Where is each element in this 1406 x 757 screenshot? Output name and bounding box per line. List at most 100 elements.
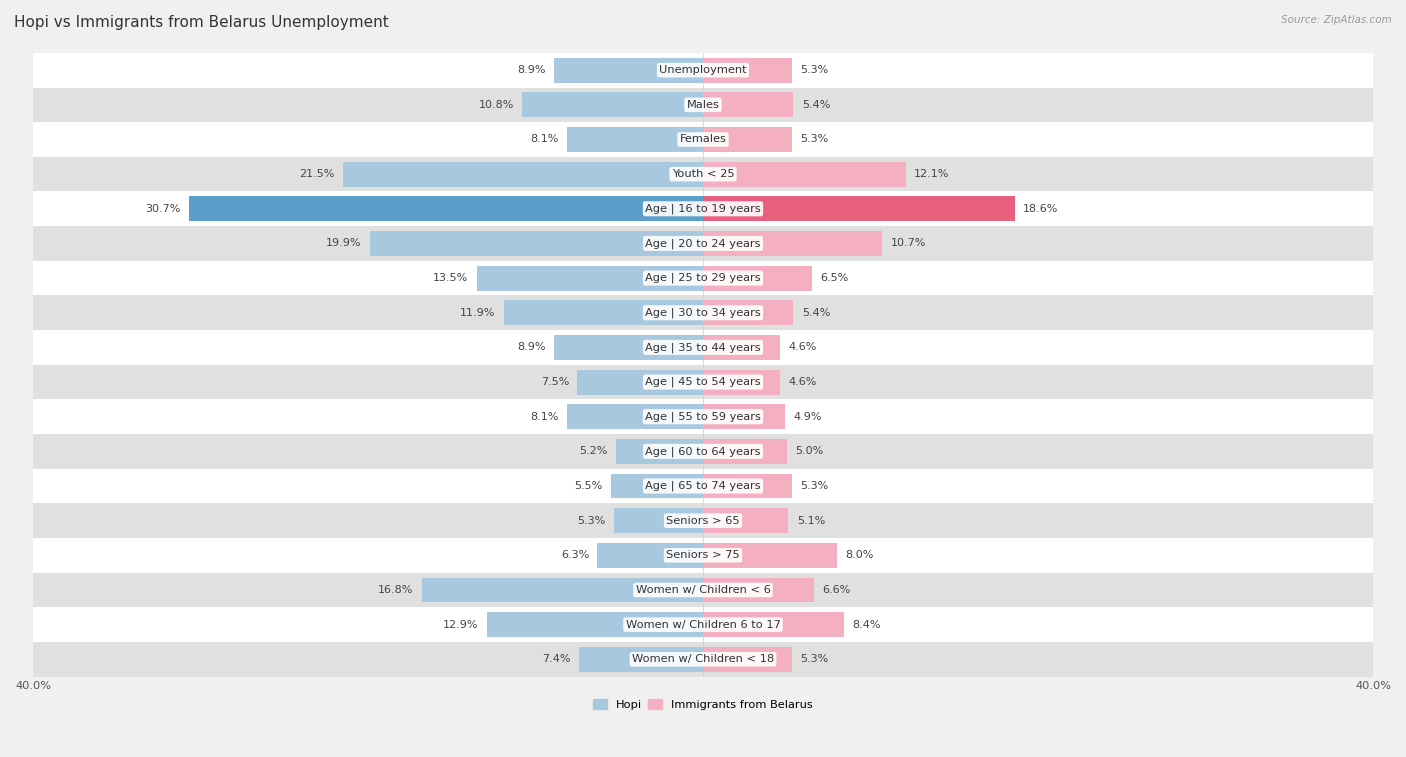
Text: 5.5%: 5.5% xyxy=(574,481,603,491)
Bar xyxy=(32,365,1374,400)
Text: 8.0%: 8.0% xyxy=(845,550,873,560)
Bar xyxy=(422,578,703,603)
Text: Age | 30 to 34 years: Age | 30 to 34 years xyxy=(645,307,761,318)
Text: 8.1%: 8.1% xyxy=(530,412,560,422)
Bar xyxy=(32,434,1374,469)
Bar xyxy=(703,58,792,83)
Text: Age | 20 to 24 years: Age | 20 to 24 years xyxy=(645,238,761,249)
Bar xyxy=(703,578,814,603)
Text: 8.1%: 8.1% xyxy=(530,135,560,145)
Text: 6.6%: 6.6% xyxy=(823,585,851,595)
Bar xyxy=(32,53,1374,88)
Bar xyxy=(32,503,1374,538)
Text: 4.6%: 4.6% xyxy=(789,377,817,387)
Bar xyxy=(32,572,1374,607)
Text: 8.4%: 8.4% xyxy=(852,620,880,630)
Text: 4.6%: 4.6% xyxy=(789,342,817,353)
Text: Age | 25 to 29 years: Age | 25 to 29 years xyxy=(645,273,761,283)
Text: 12.9%: 12.9% xyxy=(443,620,478,630)
Bar xyxy=(32,400,1374,434)
Bar xyxy=(32,330,1374,365)
Bar xyxy=(370,231,703,256)
Text: 5.4%: 5.4% xyxy=(801,308,830,318)
Text: 11.9%: 11.9% xyxy=(460,308,495,318)
Text: 5.1%: 5.1% xyxy=(797,516,825,525)
Bar xyxy=(703,369,780,394)
Text: 21.5%: 21.5% xyxy=(299,169,335,179)
Text: Age | 45 to 54 years: Age | 45 to 54 years xyxy=(645,377,761,388)
Text: Age | 55 to 59 years: Age | 55 to 59 years xyxy=(645,412,761,422)
Bar xyxy=(703,543,837,568)
Bar xyxy=(32,192,1374,226)
Bar xyxy=(568,127,703,152)
Bar xyxy=(703,196,1015,221)
Text: 7.4%: 7.4% xyxy=(543,654,571,665)
Legend: Hopi, Immigrants from Belarus: Hopi, Immigrants from Belarus xyxy=(589,694,817,715)
Text: Women w/ Children 6 to 17: Women w/ Children 6 to 17 xyxy=(626,620,780,630)
Bar xyxy=(188,196,703,221)
Bar xyxy=(32,226,1374,260)
Text: Age | 35 to 44 years: Age | 35 to 44 years xyxy=(645,342,761,353)
Bar xyxy=(579,646,703,671)
Text: 5.0%: 5.0% xyxy=(796,447,824,456)
Text: Seniors > 75: Seniors > 75 xyxy=(666,550,740,560)
Text: 5.3%: 5.3% xyxy=(800,65,828,75)
Text: 10.8%: 10.8% xyxy=(478,100,513,110)
Text: 4.9%: 4.9% xyxy=(793,412,823,422)
Bar xyxy=(616,439,703,464)
Bar xyxy=(32,260,1374,295)
Text: 12.1%: 12.1% xyxy=(914,169,949,179)
Bar xyxy=(703,231,882,256)
Bar xyxy=(32,122,1374,157)
Bar xyxy=(610,474,703,499)
Text: Males: Males xyxy=(686,100,720,110)
Text: Age | 16 to 19 years: Age | 16 to 19 years xyxy=(645,204,761,214)
Text: Hopi vs Immigrants from Belarus Unemployment: Hopi vs Immigrants from Belarus Unemploy… xyxy=(14,15,389,30)
Text: 8.9%: 8.9% xyxy=(517,342,546,353)
Bar xyxy=(703,474,792,499)
Bar xyxy=(614,508,703,533)
Bar xyxy=(703,335,780,360)
Text: 8.9%: 8.9% xyxy=(517,65,546,75)
Bar xyxy=(703,127,792,152)
Bar xyxy=(343,162,703,187)
Bar xyxy=(486,612,703,637)
Text: 5.3%: 5.3% xyxy=(800,654,828,665)
Text: Women w/ Children < 6: Women w/ Children < 6 xyxy=(636,585,770,595)
Bar xyxy=(32,88,1374,122)
Text: Age | 60 to 64 years: Age | 60 to 64 years xyxy=(645,446,761,456)
Bar xyxy=(703,612,844,637)
Bar xyxy=(503,301,703,326)
Text: 5.2%: 5.2% xyxy=(579,447,607,456)
Text: Youth < 25: Youth < 25 xyxy=(672,169,734,179)
Bar xyxy=(32,642,1374,677)
Bar xyxy=(32,607,1374,642)
Bar xyxy=(32,469,1374,503)
Text: Females: Females xyxy=(679,135,727,145)
Bar xyxy=(568,404,703,429)
Text: Seniors > 65: Seniors > 65 xyxy=(666,516,740,525)
Text: 5.3%: 5.3% xyxy=(800,481,828,491)
Text: Unemployment: Unemployment xyxy=(659,65,747,75)
Text: 30.7%: 30.7% xyxy=(145,204,180,213)
Text: 19.9%: 19.9% xyxy=(326,238,361,248)
Bar xyxy=(554,335,703,360)
Bar xyxy=(703,404,785,429)
Text: Source: ZipAtlas.com: Source: ZipAtlas.com xyxy=(1281,15,1392,25)
Bar xyxy=(703,508,789,533)
Text: 5.4%: 5.4% xyxy=(801,100,830,110)
Text: 7.5%: 7.5% xyxy=(541,377,569,387)
Text: 13.5%: 13.5% xyxy=(433,273,468,283)
Text: 5.3%: 5.3% xyxy=(800,135,828,145)
Bar xyxy=(703,92,793,117)
Text: 18.6%: 18.6% xyxy=(1024,204,1059,213)
Bar xyxy=(703,646,792,671)
Bar xyxy=(522,92,703,117)
Text: 6.5%: 6.5% xyxy=(820,273,848,283)
Text: 16.8%: 16.8% xyxy=(378,585,413,595)
Bar xyxy=(703,439,787,464)
Bar xyxy=(578,369,703,394)
Bar xyxy=(703,162,905,187)
Text: 10.7%: 10.7% xyxy=(890,238,927,248)
Bar xyxy=(32,295,1374,330)
